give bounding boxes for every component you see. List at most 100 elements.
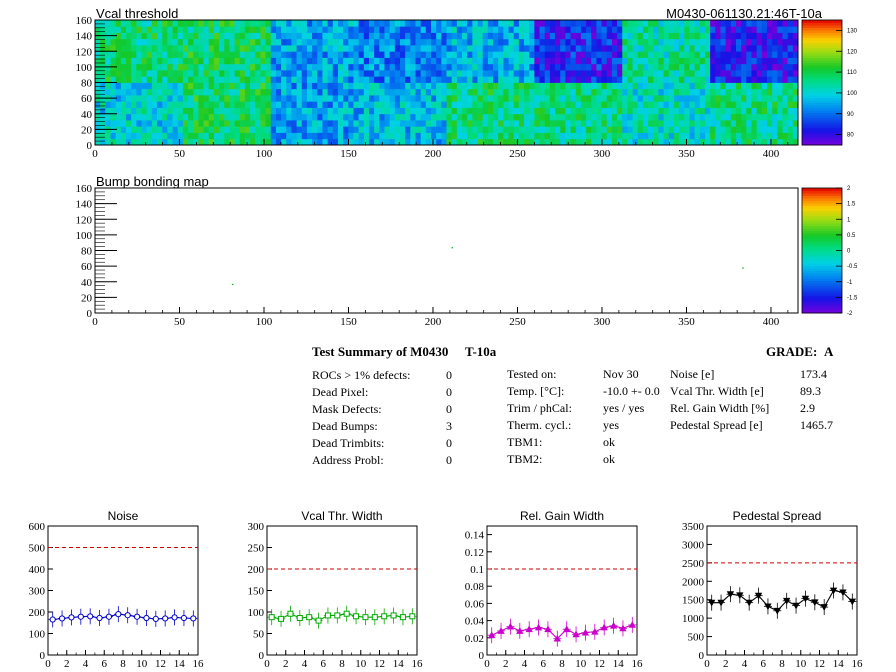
vcal-threshold-cell	[368, 132, 375, 140]
vcal-threshold-cell	[730, 38, 737, 46]
vcal-threshold-cell	[462, 26, 468, 33]
vcal-threshold-cell	[766, 132, 773, 140]
vcal-threshold-cell	[601, 138, 608, 146]
vcal-threshold-cell	[467, 70, 473, 77]
vcal-threshold-y-tick-label: 60	[81, 93, 93, 105]
vcal-threshold-cell	[642, 45, 649, 52]
vcal-threshold-cell	[389, 126, 396, 133]
vcal-threshold-cell	[219, 38, 225, 46]
vcal-threshold-cell	[591, 95, 597, 102]
vcal-threshold-cell	[456, 107, 463, 115]
vcal-threshold-cell	[746, 126, 752, 133]
vcal-threshold-cell	[699, 70, 706, 77]
vcal-threshold-cell	[312, 95, 318, 102]
vcal-threshold-cell	[539, 70, 546, 77]
vcal-threshold-cell	[524, 138, 530, 146]
vcal-threshold-cell	[611, 120, 618, 127]
bump-bonding-scale-band	[802, 213, 842, 216]
vcal-threshold-cell	[281, 20, 287, 27]
vcal-threshold-cell	[580, 107, 587, 115]
vcal-threshold-cell	[462, 138, 468, 146]
vcal-threshold-cell	[451, 70, 458, 77]
vcal-threshold-cell	[157, 113, 163, 121]
vcal-threshold-cell	[529, 20, 535, 27]
vcal-threshold-cell	[265, 126, 272, 133]
vcal-threshold-cell	[136, 63, 142, 71]
vcal-threshold-cell	[224, 138, 230, 146]
vcal-threshold-cell	[544, 32, 551, 40]
vcal-threshold-cell	[777, 51, 783, 58]
vcal-threshold-cell	[239, 120, 246, 127]
vcal-threshold-cell	[725, 26, 732, 33]
vcal-threshold-cell	[301, 113, 308, 121]
vcal-threshold-cell	[312, 101, 318, 108]
vcal-threshold-cell	[766, 32, 773, 40]
vcal-threshold-scale-label: 120	[847, 49, 858, 55]
vcal-threshold-cell	[472, 51, 478, 58]
vcal-threshold-cell	[172, 63, 179, 71]
vcal-threshold-cell	[704, 70, 711, 77]
vcal-threshold-cell	[224, 107, 230, 115]
vcal-threshold-cell	[229, 82, 235, 90]
vcal-threshold-cell	[637, 101, 644, 108]
vcal-threshold-cell	[637, 57, 644, 65]
vcal-threshold-cell	[343, 45, 349, 52]
vcal-threshold-cell	[653, 70, 659, 77]
vcal-threshold-cell	[601, 51, 608, 58]
vcal-threshold-cell	[327, 51, 334, 58]
vcal-threshold-cell	[265, 63, 272, 71]
vcal-threshold-cell	[348, 32, 354, 40]
vcal-threshold-cell	[317, 32, 323, 40]
vcal-threshold-cell	[560, 26, 566, 33]
vcal-threshold-cell	[312, 120, 318, 127]
vcal-threshold-scale-band	[802, 85, 842, 88]
vcal-threshold-cell	[487, 38, 494, 46]
vcal-threshold-cell	[508, 26, 515, 33]
vcal-threshold-cell	[606, 113, 613, 121]
vcal-threshold-cell	[663, 82, 670, 90]
vcal-threshold-cell	[239, 132, 246, 140]
vcal-threshold-cell	[529, 88, 535, 96]
vcal-threshold-cell	[110, 120, 117, 127]
gain-width-y-tick-label: 0	[479, 650, 485, 662]
vcal-threshold-cell	[120, 38, 127, 46]
vcal-threshold-cell	[312, 76, 318, 83]
vcal-threshold-cell	[255, 88, 261, 96]
vcal-threshold-cell	[188, 63, 194, 71]
vcal-threshold-cell	[653, 20, 659, 27]
vcal-threshold-cell	[586, 57, 592, 65]
vcal-threshold-cell	[136, 76, 142, 83]
vcal-threshold-cell	[110, 51, 117, 58]
vcal-threshold-cell	[730, 82, 737, 90]
vcal-threshold-cell	[281, 113, 287, 121]
bump-bonding-scale-band	[802, 195, 842, 199]
vcal-threshold-cell	[766, 70, 773, 77]
vcal-threshold-cell	[425, 88, 432, 96]
vcal-threshold-cell	[286, 20, 292, 27]
vcal-threshold-cell	[570, 101, 577, 108]
vcal-threshold-cell	[188, 132, 194, 140]
vcal-threshold-cell	[710, 57, 716, 65]
vcal-threshold-cell	[746, 51, 752, 58]
vcal-threshold-cell	[534, 138, 540, 146]
vcal-threshold-cell	[224, 32, 230, 40]
summary-left-label: ROCs > 1% defects:	[312, 368, 410, 382]
vcal-threshold-cell	[131, 63, 137, 71]
vcal-threshold-cell	[518, 76, 525, 83]
vcal-threshold-cell	[332, 113, 339, 121]
vcal-threshold-cell	[110, 70, 117, 77]
vcal-threshold-cell	[467, 113, 473, 121]
vcal-threshold-cell	[534, 88, 540, 96]
vcal-threshold-cell	[622, 132, 628, 140]
vcal-threshold-cell	[544, 126, 551, 133]
vcal-threshold-cell	[699, 51, 706, 58]
vcal-threshold-y-tick-label: 120	[76, 46, 93, 58]
vcal-threshold-cell	[658, 120, 664, 127]
vcal-threshold-cell	[172, 51, 179, 58]
vcal-threshold-cell	[275, 63, 282, 71]
noise-x-tick-label: 12	[155, 658, 166, 670]
vcal-threshold-cell	[198, 101, 204, 108]
vcal-threshold-cell	[472, 45, 478, 52]
vcal-threshold-cell	[730, 76, 737, 83]
